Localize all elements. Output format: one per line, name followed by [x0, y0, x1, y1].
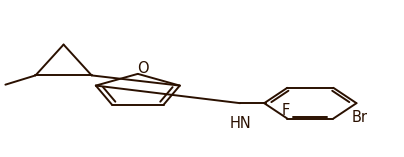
Text: Br: Br [351, 110, 368, 125]
Text: F: F [281, 103, 289, 118]
Text: HN: HN [229, 116, 251, 131]
Text: O: O [137, 60, 148, 76]
